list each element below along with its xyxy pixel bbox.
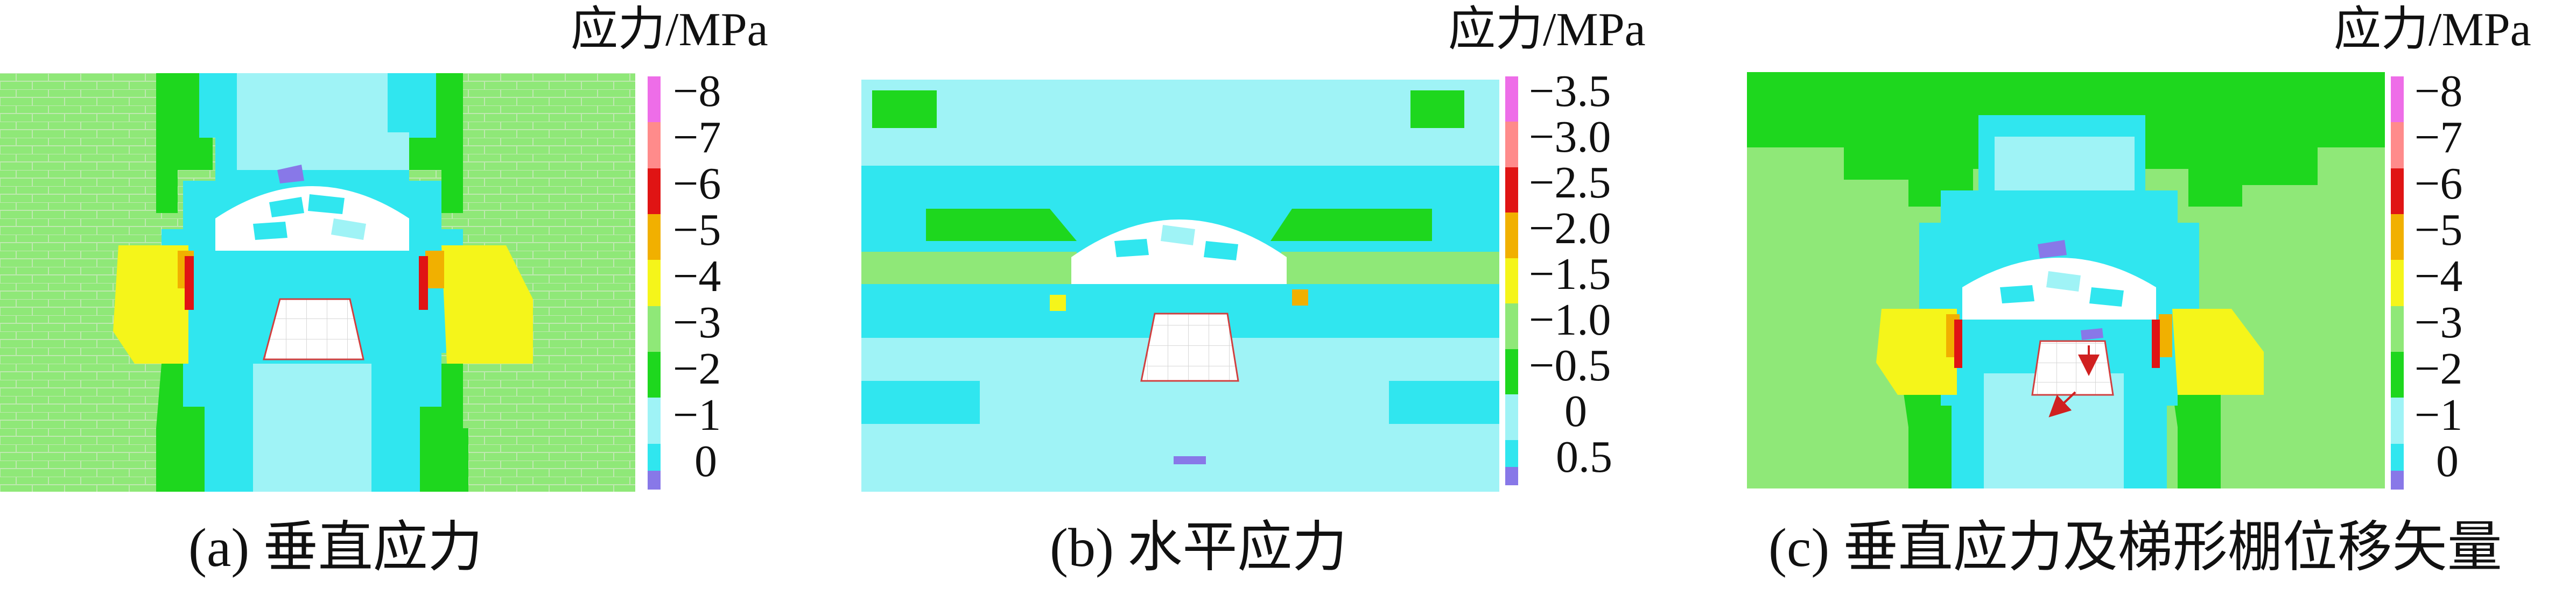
panel-a: 应力/MPa −8 −7 −6 −5 −4 −3 −2 −1 0 (a) 垂直应… [0,0,840,595]
colorbar-tick: 0.5 [1556,432,1612,482]
colorbar-vertical-stress [648,76,661,490]
colorbar-tick: −6 [673,159,721,209]
colorbar-title: 应力/MPa [1448,4,1646,56]
colorbar-swatch-pink [648,76,661,122]
region-purple [277,165,304,183]
region-yellow [1876,309,1957,395]
colorbar-swatch-red [648,168,661,214]
colorbar-swatch-cyan [2391,444,2404,471]
region-purple [2038,240,2067,258]
region-cyan [162,73,463,492]
colorbar-tick: −8 [2414,66,2463,116]
colorbar-tick: −5 [2414,205,2463,255]
contour-plot-vertical-stress [0,73,641,492]
colorbar-swatch-lightgreen [648,306,661,352]
colorbar-swatch-orange [2391,214,2404,260]
colorbar-tick: −1 [2414,390,2463,440]
colorbar-horizontal-stress [1505,76,1518,485]
colorbar-tick: −3.0 [1529,112,1611,162]
colorbar-title: 应力/MPa [2334,4,2531,56]
colorbar-swatch-purple [1505,467,1518,485]
colorbar-swatch-lightcyan [1505,394,1518,440]
colorbar-swatch-lightcyan [2391,398,2404,444]
colorbar-swatch-lightgreen [1505,303,1518,349]
contour-plot-vertical-stress-displacement [1747,72,2385,488]
colorbar-tick: −1 [673,390,721,440]
colorbar-swatch-cyan [1505,440,1518,467]
colorbar-swatch-salmon [2391,122,2404,168]
region-yellow [113,245,188,364]
colorbar-tick: −5 [673,205,721,255]
colorbar-swatch-purple [2391,471,2404,490]
colorbar-tick: −3.5 [1529,66,1611,116]
region-light-green [861,252,1077,284]
region-red [185,256,194,310]
colorbar-swatch-salmon [1505,122,1518,167]
caption: (c) 垂直应力及梯形棚位移矢量 [1768,518,2502,578]
colorbar-tick: −0.5 [1529,341,1611,391]
colorbar-swatch-red [1505,167,1518,212]
colorbar-tick: 0 [2436,436,2459,486]
colorbar-tick: 0 [694,436,717,486]
caption: (a) 垂直应力 [188,518,483,578]
caption: (b) 水平应力 [1050,518,1347,578]
colorbar-swatch-red [2391,168,2404,214]
colorbar-swatch-yellow [1505,258,1518,303]
colorbar-tick: −4 [2414,251,2463,301]
region-purple [1174,456,1206,464]
colorbar-tick: −3 [2414,298,2463,348]
panel-b: 应力/MPa −3.5 −3.0 −2.5 −2.0 −1.5 −1.0 −0.… [861,0,1715,595]
colorbar-tick: −2 [2414,344,2463,394]
colorbar-swatch-lightcyan [648,398,661,444]
colorbar-vertical-stress-c [2391,76,2404,490]
colorbar-tick: −4 [673,251,721,301]
colorbar-tick: −2 [673,344,721,394]
displacement-vector [2048,391,2076,417]
colorbar-tick: −7 [2414,112,2463,162]
colorbar-swatch-lightgreen [2391,306,2404,352]
colorbar-swatch-orange [1505,212,1518,258]
colorbar-tick: −1.0 [1529,295,1611,345]
colorbar-swatch-salmon [648,122,661,168]
colorbar-tick: −2.5 [1529,158,1611,208]
colorbar-swatch-purple [648,471,661,490]
colorbar-tick: −2.0 [1529,203,1611,253]
region-red [1954,320,1962,368]
colorbar-swatch-green [648,352,661,398]
colorbar-swatch-green [1505,349,1518,394]
colorbar-tick: −8 [673,66,721,116]
colorbar-tick: 0 [1564,386,1587,436]
colorbar-swatch-yellow [648,260,661,306]
colorbar-tick: −6 [2414,159,2463,209]
colorbar-swatch-pink [2391,76,2404,122]
colorbar-swatch-pink [1505,76,1518,122]
colorbar-title: 应力/MPa [571,4,768,56]
colorbar-swatch-orange [648,214,661,260]
colorbar-swatch-cyan [648,444,661,471]
colorbar-tick: −1.5 [1529,249,1611,299]
colorbar-tick: −7 [673,112,721,162]
panel-c: 应力/MPa −8 −7 −6 −5 −4 −3 −2 −1 0 (c) 垂直应… [1747,0,2576,595]
colorbar-swatch-yellow [2391,260,2404,306]
region-green [872,90,937,128]
colorbar-tick: −3 [673,298,721,348]
colorbar-swatch-green [2391,352,2404,398]
contour-plot-horizontal-stress [861,80,1499,492]
